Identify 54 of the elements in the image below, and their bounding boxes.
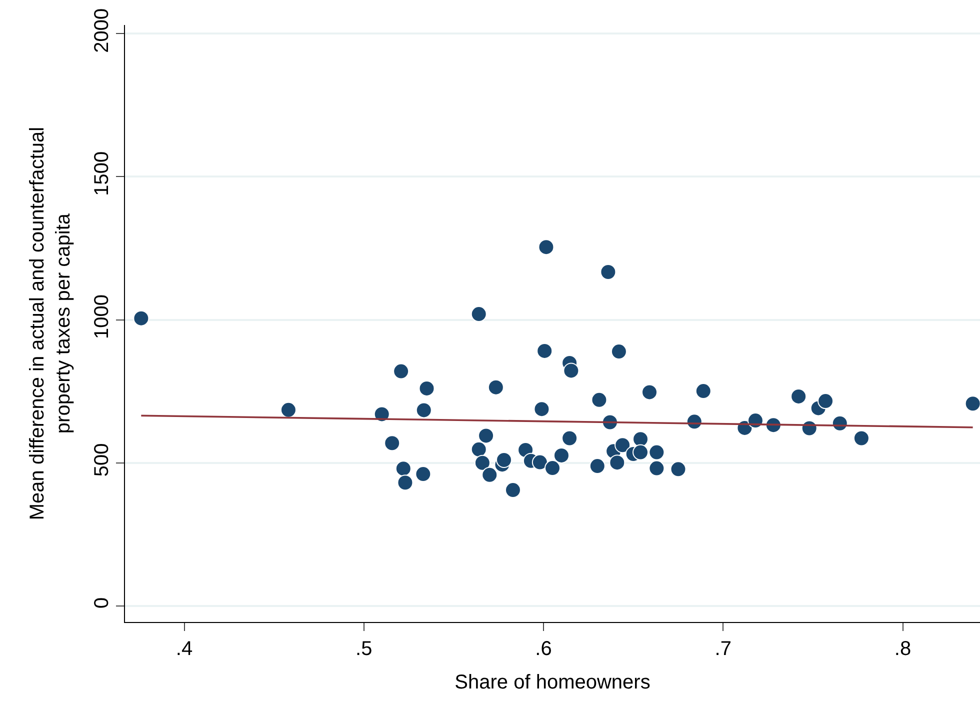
point (470, 306, 487, 322)
point (384, 435, 400, 452)
point (478, 428, 494, 444)
point (853, 430, 870, 446)
point (488, 379, 504, 396)
point (395, 460, 412, 477)
y-tick-label: 2000 (91, 8, 113, 53)
point (670, 461, 686, 478)
point (591, 392, 608, 408)
point (504, 482, 521, 498)
point (589, 458, 606, 474)
x-tick-label: .6 (535, 638, 552, 660)
point (563, 362, 580, 379)
point (280, 402, 296, 418)
point (534, 401, 550, 418)
point (474, 454, 490, 471)
point (470, 441, 487, 458)
point (482, 466, 498, 483)
point (648, 444, 665, 460)
point (790, 388, 807, 404)
x-tick-label: .4 (176, 638, 193, 660)
point (964, 396, 980, 412)
point (133, 310, 150, 326)
x-tick-label: .7 (714, 638, 732, 660)
point (695, 383, 712, 400)
x-tick-label: .5 (356, 638, 372, 660)
y-tick-label: 1000 (91, 294, 113, 340)
point (415, 466, 432, 482)
point (393, 363, 410, 380)
y-tick-label: 0 (91, 597, 113, 609)
point (496, 452, 512, 468)
point (532, 454, 548, 470)
point (614, 437, 631, 454)
point (600, 264, 616, 280)
point (416, 402, 432, 418)
point (553, 447, 570, 464)
point (562, 430, 578, 446)
point (648, 460, 665, 476)
point (610, 344, 627, 360)
x-axis-title: Share of homeowners (454, 672, 650, 694)
point (609, 454, 626, 471)
point (538, 239, 554, 256)
point (397, 474, 414, 491)
point (418, 380, 435, 396)
point (544, 460, 560, 476)
point (818, 393, 834, 410)
y-tick-label: 1500 (91, 151, 113, 196)
x-tick-label: .8 (894, 638, 912, 660)
point (632, 431, 649, 448)
y-tick-label: 500 (91, 443, 113, 477)
point (632, 444, 649, 460)
point (536, 342, 553, 359)
point (642, 384, 658, 400)
y-axis-title: Mean difference in actual and counterfactual property taxes per capita (26, 126, 74, 520)
